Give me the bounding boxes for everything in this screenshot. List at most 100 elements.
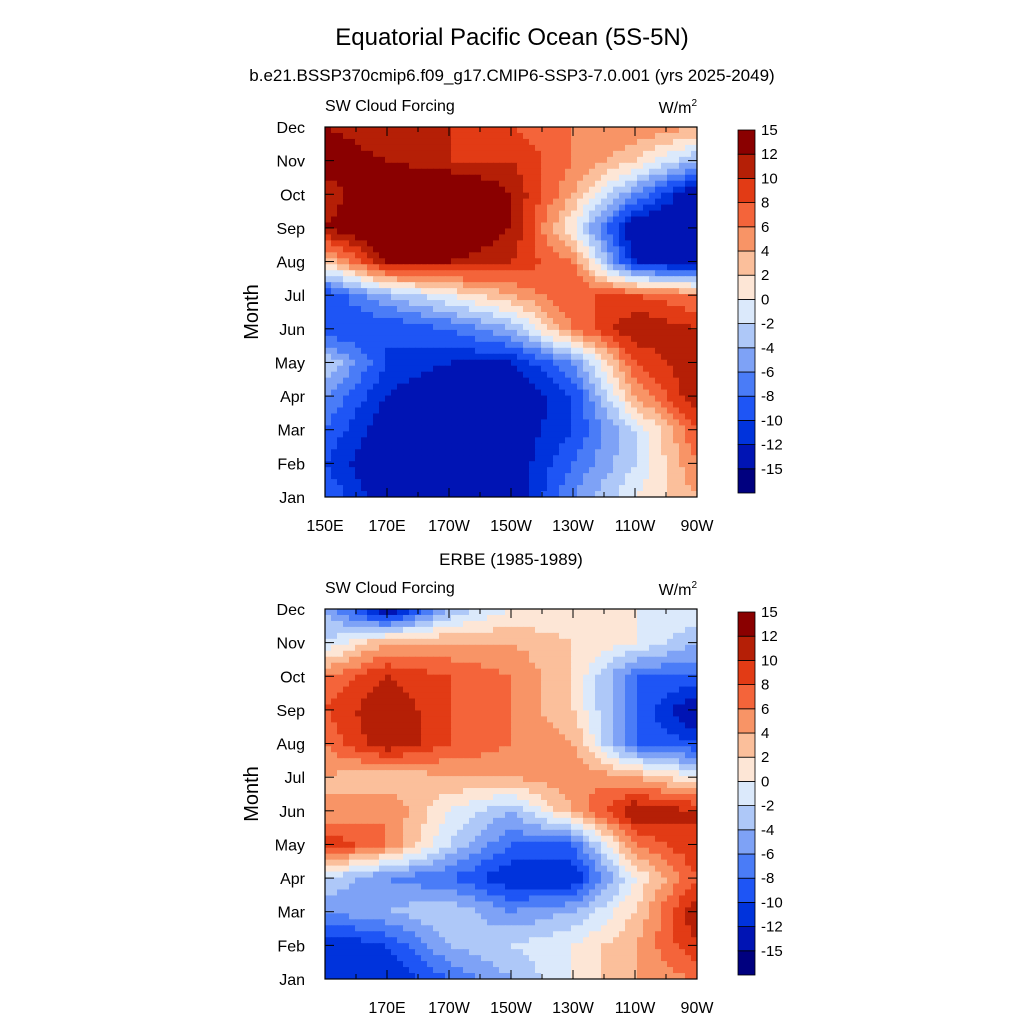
field-cell [493, 668, 500, 676]
field-cell [349, 425, 356, 432]
field-cell [445, 644, 452, 652]
field-cell [643, 383, 650, 391]
field-cell [409, 210, 416, 218]
field-cell [397, 329, 404, 337]
field-cell [691, 264, 697, 271]
field-cell [559, 491, 566, 497]
field-cell [511, 282, 518, 289]
field-cell [505, 407, 512, 415]
field-cell [661, 282, 668, 289]
field-cell [355, 127, 362, 134]
field-cell [409, 198, 416, 206]
field-cell [373, 395, 380, 403]
field-cell [367, 300, 374, 307]
field-cell [673, 686, 680, 694]
field-cell [343, 192, 350, 200]
field-cell [553, 198, 560, 206]
field-cell [415, 300, 422, 307]
field-cell [631, 662, 638, 670]
field-cell [391, 341, 398, 349]
field-cell [433, 365, 440, 373]
field-cell [517, 686, 524, 694]
field-cell [553, 692, 560, 700]
field-cell [451, 626, 458, 634]
field-cell [619, 198, 626, 206]
field-cell [547, 389, 554, 397]
field-cell [457, 240, 464, 247]
field-cell [415, 156, 422, 164]
field-cell [457, 329, 464, 337]
field-cell [667, 467, 674, 474]
field-cell [613, 377, 620, 385]
field-cell [385, 365, 392, 373]
field-cell [613, 306, 620, 313]
field-cell [619, 620, 626, 628]
field-cell [679, 138, 686, 146]
field-cell [427, 467, 434, 474]
field-cell [331, 132, 338, 140]
field-cell [439, 431, 446, 438]
field-cell [589, 174, 596, 182]
field-cell [643, 276, 650, 283]
field-cell [511, 377, 518, 385]
field-cell [385, 210, 392, 218]
field-cell [595, 240, 602, 247]
field-cell [589, 317, 596, 325]
field-cell [691, 150, 697, 158]
field-cell [415, 329, 422, 337]
field-cell [571, 698, 578, 706]
field-cell [409, 138, 416, 146]
field-cell [655, 491, 662, 497]
field-cell [571, 461, 578, 468]
field-cell [571, 467, 578, 474]
field-cell [433, 329, 440, 337]
field-cell [481, 294, 488, 301]
field-cell [427, 216, 434, 224]
field-cell [517, 359, 524, 367]
field-cell [487, 162, 494, 170]
field-cell [691, 461, 697, 468]
field-cell [667, 479, 674, 486]
field-cell [415, 335, 422, 343]
field-cell [361, 210, 368, 218]
field-cell [367, 228, 374, 236]
field-cell [445, 353, 452, 361]
field-cell [595, 186, 602, 194]
field-cell [445, 491, 452, 497]
field-cell [649, 335, 656, 343]
field-cell [451, 132, 458, 140]
field-cell [559, 365, 566, 373]
field-cell [607, 632, 614, 640]
field-cell [355, 437, 362, 444]
field-cell [685, 365, 692, 373]
field-cell [487, 294, 494, 301]
field-cell [625, 270, 632, 277]
field-cell [553, 240, 560, 247]
field-cell [373, 258, 380, 265]
field-cell [691, 240, 697, 247]
field-cell [655, 692, 662, 700]
field-cell [595, 294, 602, 301]
field-cell [385, 626, 392, 634]
field-cell [523, 156, 530, 164]
field-cell [469, 312, 476, 319]
field-cell [667, 353, 674, 361]
field-cell [649, 127, 656, 134]
field-cell [673, 222, 680, 230]
field-cell [481, 449, 488, 456]
field-cell [559, 222, 566, 230]
field-cell [493, 276, 500, 283]
field-cell [325, 276, 332, 283]
field-cell [343, 698, 350, 706]
field-cell [613, 150, 620, 158]
field-cell [601, 246, 608, 253]
colorbar-swatch [737, 371, 756, 397]
field-cell [637, 609, 644, 616]
field-cell [673, 359, 680, 367]
field-cell [397, 455, 404, 462]
field-cell [601, 626, 608, 634]
field-cell [523, 371, 530, 379]
field-cell [475, 240, 482, 247]
field-cell [613, 419, 620, 426]
field-cell [649, 632, 656, 640]
